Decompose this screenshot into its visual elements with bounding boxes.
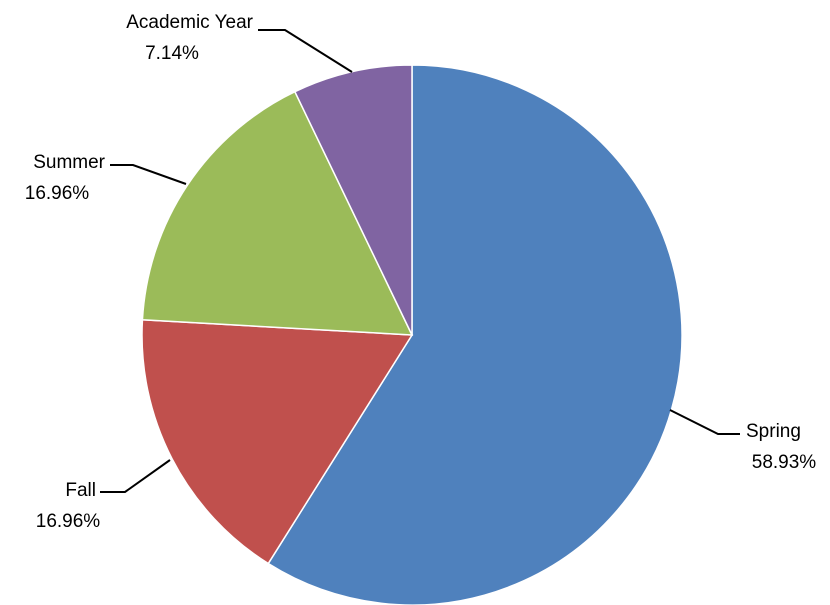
pie-slice-fall [141, 318, 414, 565]
slice-value-spring: 58.93% [752, 452, 817, 473]
leader-line-spring [669, 409, 740, 435]
slice-value-summer: 16.96% [25, 183, 90, 204]
slice-value-fall: 16.96% [36, 511, 101, 532]
slice-labels: Spring 58.93% Fall 16.96% Summer 16.96% Academ… [25, 12, 817, 532]
pie-slices [141, 64, 683, 605]
slice-name-spring: Spring [746, 421, 801, 442]
slice-label-summer: Summer 16.96% [25, 152, 187, 204]
slice-label-fall: Fall 16.96% [36, 459, 171, 532]
slice-label-academic-year: Academic Year 7.14% [126, 12, 353, 73]
slice-name-summer: Summer [33, 152, 105, 173]
leader-line-fall [100, 459, 171, 493]
pie-slice-summer [141, 90, 414, 336]
leader-line-summer [110, 164, 187, 185]
leader-line-academic-year [258, 29, 353, 73]
slice-name-academic-year: Academic Year [126, 12, 253, 33]
slice-name-fall: Fall [65, 480, 96, 501]
slice-value-academic-year: 7.14% [145, 43, 199, 64]
slice-label-spring: Spring 58.93% [669, 409, 817, 473]
